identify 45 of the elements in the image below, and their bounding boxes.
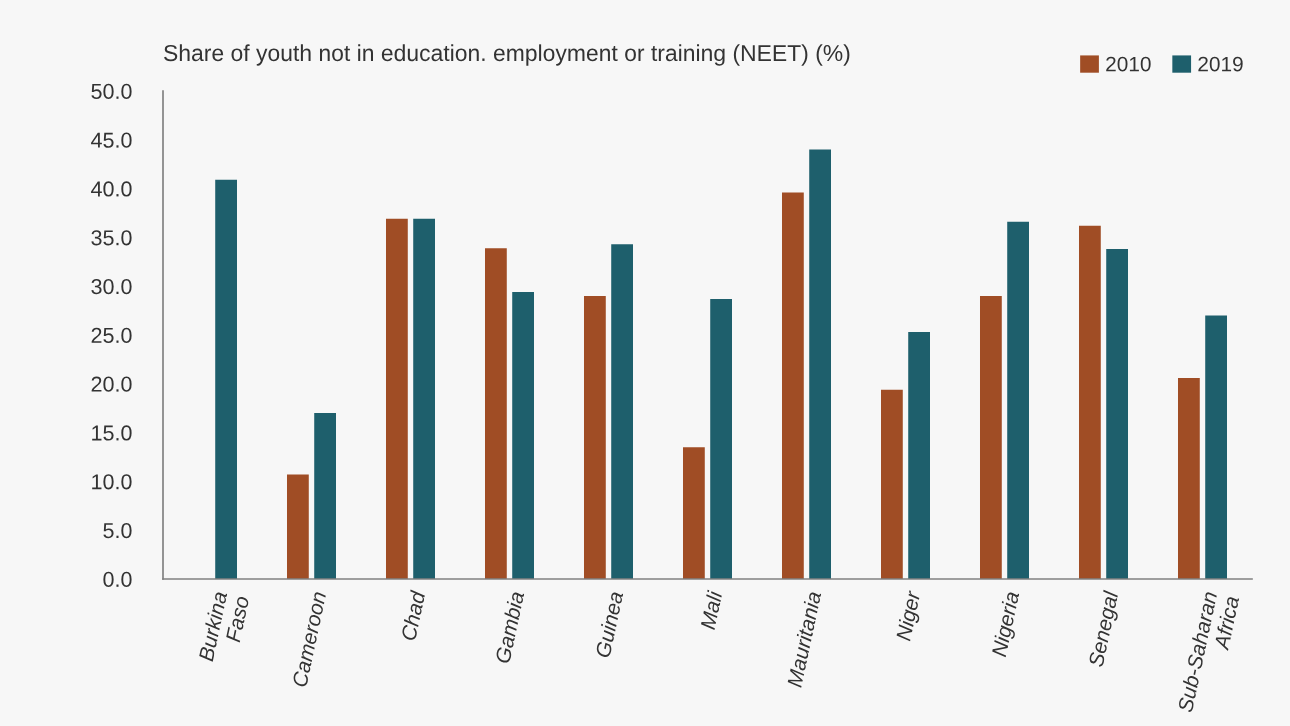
bar <box>1205 315 1227 579</box>
bar <box>782 192 804 579</box>
bar <box>710 298 732 579</box>
y-tick-label: 40.0 <box>91 181 132 197</box>
y-tick-label: 25.0 <box>91 327 132 344</box>
bar <box>485 248 507 579</box>
y-tick-label: 35.0 <box>91 230 132 246</box>
bar <box>314 413 336 579</box>
bar <box>1079 225 1101 579</box>
legend-label: 2019 <box>1198 56 1243 72</box>
legend-label: 2010 <box>1106 56 1151 72</box>
bar <box>1106 249 1128 579</box>
x-tick-label: Nigeria <box>990 590 1024 659</box>
y-tick-label: 15.0 <box>92 425 132 441</box>
bar <box>683 447 705 579</box>
chart-title: Share of youth not in education. employment or training (NEET) (%) <box>164 44 850 66</box>
bar <box>1178 377 1200 579</box>
y-tick-label: 50.0 <box>91 83 132 100</box>
x-tick-label: Cameroon <box>292 591 327 688</box>
y-tick-label: 5.0 <box>103 522 132 539</box>
x-tick-label: Burkina Faso <box>197 590 250 662</box>
bar <box>413 218 435 579</box>
x-tick-label: Mauritania <box>786 590 822 688</box>
bar <box>584 295 606 579</box>
x-tick-label: Senegal <box>1087 589 1123 669</box>
y-tick-label: 30.0 <box>91 278 132 295</box>
bar <box>980 295 1002 579</box>
bar <box>881 389 903 579</box>
y-tick-label: 0.0 <box>103 571 132 588</box>
x-tick-label: Chad <box>400 589 426 641</box>
x-tick-label: Guinea <box>594 590 624 658</box>
bar <box>386 218 408 579</box>
x-tick-label: Mali <box>699 589 723 631</box>
y-tick-label: 45.0 <box>91 132 132 148</box>
bar <box>287 474 309 579</box>
bar <box>809 149 831 579</box>
y-tick-label: 10.0 <box>92 474 132 490</box>
bar <box>512 292 534 579</box>
bar <box>611 244 633 579</box>
y-tick-label: 20.0 <box>91 376 132 392</box>
x-tick-label: Gambia <box>494 590 525 664</box>
bar <box>1007 221 1029 579</box>
bar <box>908 332 930 579</box>
bar <box>215 179 237 579</box>
x-tick-label: Niger <box>895 589 925 643</box>
